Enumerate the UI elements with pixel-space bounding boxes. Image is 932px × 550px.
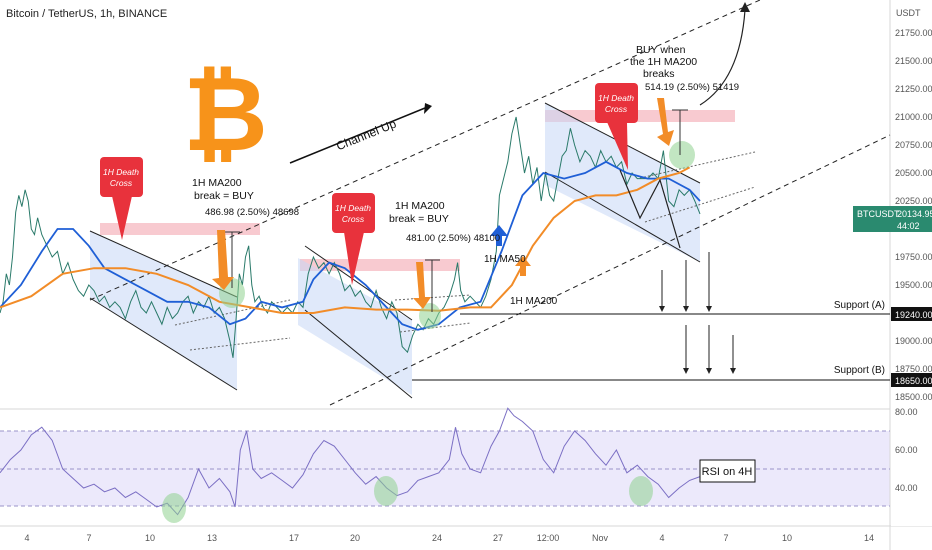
- down-arrows: [661, 252, 734, 370]
- price-axis-bg: [891, 0, 932, 526]
- ma200-break-2-line2: break = BUY: [389, 213, 449, 225]
- time-tick: 14: [864, 533, 874, 543]
- rsi-box-label: RSI on 4H: [702, 466, 753, 478]
- rsi-low-circle-2: [374, 476, 398, 506]
- time-tick: 24: [432, 533, 442, 543]
- time-tick: 10: [145, 533, 155, 543]
- channel-up-lower: [329, 134, 891, 406]
- price-tick: 20750.00: [895, 140, 932, 150]
- resistance-zone-3: [545, 110, 735, 122]
- curved-arrow-head: [740, 2, 750, 12]
- price-tick: 18750.00: [895, 364, 932, 374]
- rsi-box: [699, 459, 756, 483]
- time-tick: 10: [782, 533, 792, 543]
- orange-arrows: [212, 98, 674, 309]
- rsi-tick: 40.00: [895, 483, 918, 493]
- time-tick: 7: [723, 533, 728, 543]
- death-cross-2-line2: Cross: [342, 214, 365, 224]
- price-tick: 19750.00: [895, 252, 932, 262]
- buy-circle-3: [669, 141, 695, 169]
- rsi-tick: 80.00: [895, 407, 918, 417]
- series-btcusdt: [0, 116, 701, 358]
- measure-2-label: 481.00 (2.50%) 48100: [406, 233, 500, 244]
- death-cross-3-line1: 1H Death: [598, 93, 634, 103]
- death-cross-2-line1: 1H Death: [335, 203, 371, 213]
- time-tick: 4: [24, 533, 29, 543]
- support-b-price: 18650.00: [895, 376, 932, 386]
- time-axis-ticks: 4 7 10 13 17 20 24 27 12:00 Nov 4 7 10 14: [24, 533, 874, 543]
- death-cross-1-line2: Cross: [110, 178, 133, 188]
- price-tick: 21250.00: [895, 84, 932, 94]
- death-cross-3-line2: Cross: [605, 104, 628, 114]
- support-b-label: Support (B): [834, 365, 885, 376]
- price-layer: [0, 116, 701, 358]
- channel-down-fill-3: [545, 103, 700, 262]
- buy-when-line1: BUY when: [636, 44, 686, 56]
- countdown: 44:02: [897, 221, 920, 231]
- price-tick: 19500.00: [895, 280, 932, 290]
- buy-circle-2: [419, 303, 441, 329]
- curved-breakout-arrow: [699, 9, 746, 106]
- death-cross-callout-2: 1H Death Cross: [332, 193, 375, 285]
- price-tick: 21750.00: [895, 28, 932, 38]
- series-1h-ma200: [0, 166, 691, 314]
- channel-down-fill-2: [298, 258, 412, 395]
- death-cross-callout-3: 1H Death Cross: [595, 83, 638, 170]
- price-tick: 21500.00: [895, 56, 932, 66]
- rsi-tick: 60.00: [895, 445, 918, 455]
- ma50-arrow: [490, 225, 508, 246]
- ma200-label: 1H MA200: [510, 296, 558, 307]
- death-cross-1-line1: 1H Death: [103, 167, 139, 177]
- price-tick: 21000.00: [895, 112, 932, 122]
- time-tick: Nov: [592, 533, 609, 543]
- rsi-line: [0, 407, 701, 516]
- current-symbol: BTCUSDT: [857, 209, 900, 219]
- buy-when-line2: the 1H MA200: [630, 56, 697, 68]
- time-tick: 20: [350, 533, 360, 543]
- currency-unit-label: USDT: [896, 8, 921, 18]
- bitcoin-logo-glyph: ₿: [183, 53, 268, 175]
- series-1h-ma50: [0, 160, 701, 331]
- channel-up-arrow-head: [424, 103, 432, 114]
- rsi-low-circle-3: [629, 476, 653, 506]
- time-tick: 17: [289, 533, 299, 543]
- time-tick: 12:00: [537, 533, 560, 543]
- price-tick: 18500.00: [895, 392, 932, 402]
- ma200-break-2-line1: 1H MA200: [395, 200, 445, 212]
- support-b-price-tag: [891, 373, 932, 387]
- price-tick: 20250.00: [895, 196, 932, 206]
- buy-when-line3: breaks: [643, 68, 675, 80]
- channel-down-fill-1: [90, 231, 237, 390]
- measure-brackets: [225, 109, 688, 312]
- chart-title[interactable]: Bitcoin / TetherUS, 1h, BINANCE: [6, 8, 167, 20]
- support-a-label: Support (A): [834, 300, 885, 311]
- rsi-low-circle-1: [162, 493, 186, 523]
- ma200-break-1-line1: 1H MA200: [192, 177, 242, 189]
- price-tick: 20500.00: [895, 168, 932, 178]
- support-a-price-tag: [891, 307, 932, 321]
- support-a-price: 19240.00: [895, 310, 932, 320]
- down-arrow-heads: [659, 306, 736, 374]
- time-tick: 4: [659, 533, 664, 543]
- price-tick: 19000.00: [895, 336, 932, 346]
- rsi-axis-ticks: 80.00 60.00 40.00: [895, 407, 918, 493]
- time-tick: 27: [493, 533, 503, 543]
- death-cross-callout-1: 1H Death Cross: [100, 157, 143, 240]
- ma50-label: 1H MA50: [484, 254, 526, 265]
- measure-3-label: 514.19 (2.50%) 51419: [645, 82, 739, 93]
- time-tick: 13: [207, 533, 217, 543]
- current-price: 20134.95: [897, 209, 932, 219]
- ma200-break-1-line2: break = BUY: [194, 190, 254, 202]
- channel-up-arrow: [289, 107, 426, 164]
- rsi-layer: [0, 407, 701, 516]
- price-axis-ticks: 21750.00 21500.00 21250.00 21000.00 20750.00…: [895, 28, 932, 402]
- measure-1-label: 486.98 (2.50%) 48698: [205, 207, 299, 218]
- current-price-tag: [853, 206, 932, 232]
- projection-path: [619, 169, 681, 249]
- bitcoin-logo: ₿: [183, 53, 268, 175]
- time-tick: 7: [86, 533, 91, 543]
